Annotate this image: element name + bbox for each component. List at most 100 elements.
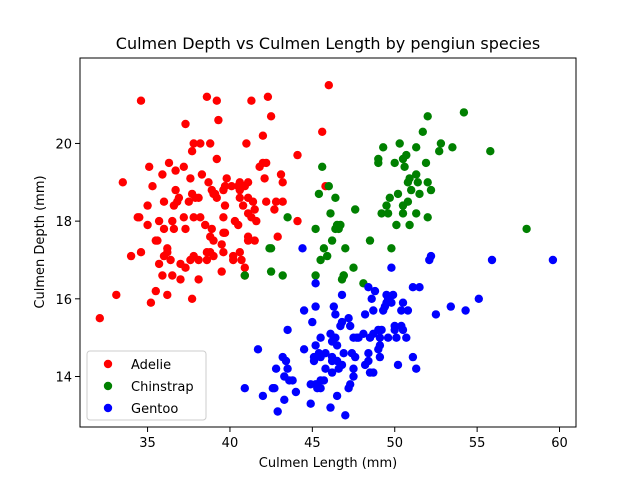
data-point [169, 224, 179, 234]
data-point [522, 224, 531, 234]
data-point [364, 356, 373, 366]
data-point [143, 201, 152, 210]
data-point [258, 391, 268, 401]
data-point [171, 185, 180, 195]
data-point [176, 275, 185, 284]
data-point [336, 220, 345, 230]
data-point [412, 209, 421, 218]
data-point [331, 193, 340, 202]
data-point [168, 271, 177, 280]
data-point [276, 170, 286, 179]
data-point [163, 244, 172, 253]
data-point [204, 178, 213, 187]
data-point [311, 302, 320, 311]
data-point [291, 387, 301, 397]
data-point [392, 333, 401, 342]
data-point [403, 197, 413, 206]
data-point [385, 193, 394, 202]
data-point [171, 166, 180, 175]
data-point [327, 236, 337, 245]
data-point [166, 255, 175, 265]
data-point [316, 333, 325, 342]
data-point [349, 372, 358, 381]
data-point [238, 201, 248, 210]
data-point [387, 263, 396, 272]
data-point [318, 162, 327, 171]
data-point [392, 220, 401, 230]
data-point [273, 407, 282, 416]
data-point [283, 213, 292, 222]
data-point [398, 209, 408, 218]
data-point [311, 279, 320, 288]
data-point [412, 170, 421, 179]
data-point [151, 286, 160, 296]
data-point [240, 271, 249, 280]
data-point [234, 220, 243, 230]
data-point [187, 294, 197, 303]
data-point [222, 174, 231, 183]
data-point [398, 298, 408, 307]
y-axis-label: Culmen Depth (mm) [33, 175, 48, 308]
data-point [364, 349, 373, 358]
data-point [298, 244, 307, 253]
data-point [346, 380, 355, 389]
data-point [413, 178, 422, 187]
legend-marker-gentoo [103, 403, 113, 413]
data-point [426, 251, 436, 261]
data-point [487, 255, 497, 265]
data-point [206, 139, 215, 148]
series-adelie [95, 81, 333, 323]
legend-marker-adelie [103, 359, 113, 369]
x-tick-label: 50 [386, 436, 403, 451]
data-point [395, 139, 404, 148]
data-point [181, 224, 190, 234]
data-point [252, 216, 261, 226]
data-point [346, 321, 355, 331]
data-point [159, 197, 169, 206]
data-point [436, 139, 446, 148]
data-point [486, 147, 495, 156]
points-layer [95, 81, 558, 420]
data-point [235, 248, 244, 257]
data-point [196, 213, 205, 222]
data-point [407, 185, 416, 195]
data-point [314, 189, 324, 199]
data-point [311, 224, 320, 234]
data-point [415, 189, 424, 199]
data-point [382, 201, 391, 210]
data-point [240, 384, 249, 393]
x-tick-label: 40 [222, 436, 239, 451]
data-point [243, 178, 253, 187]
data-point [253, 345, 263, 354]
data-point [421, 158, 431, 168]
data-point [423, 112, 432, 121]
data-point [266, 112, 276, 121]
y-axis-ticks: 14 16 18 20 [55, 137, 80, 386]
data-point [337, 360, 347, 370]
data-point [415, 283, 424, 292]
data-point [293, 150, 302, 160]
x-axis-ticks: 35 40 45 50 55 60 [139, 427, 568, 451]
data-point [319, 376, 329, 385]
data-point [548, 255, 558, 265]
data-point [243, 232, 253, 241]
data-point [408, 283, 418, 292]
data-point [321, 364, 330, 373]
data-point [202, 255, 212, 265]
data-point [308, 317, 317, 327]
data-point [402, 150, 411, 160]
data-point [278, 178, 287, 187]
data-point [383, 209, 393, 218]
data-point [270, 205, 279, 214]
data-point [271, 197, 281, 206]
data-point [217, 267, 226, 276]
data-point [179, 162, 188, 171]
data-point [197, 170, 207, 179]
data-point [351, 352, 360, 362]
data-point [212, 193, 221, 202]
data-point [212, 96, 221, 105]
data-point [375, 333, 385, 342]
data-point [194, 255, 203, 265]
chart-title: Culmen Depth vs Culmen Length by pengiun… [116, 34, 540, 53]
data-point [383, 333, 393, 342]
